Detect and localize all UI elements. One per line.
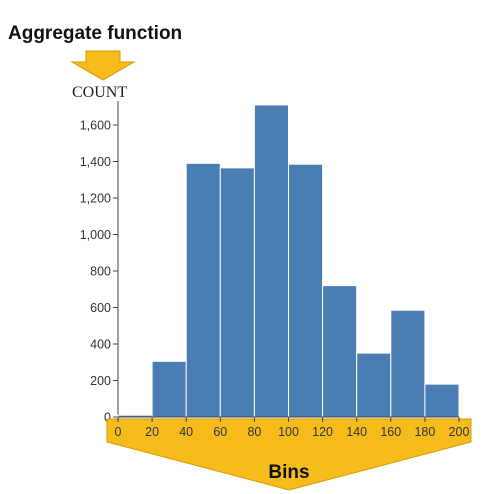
y-tick-label: 800 <box>90 265 111 279</box>
x-tick-label: 180 <box>414 425 435 439</box>
aggregate-function-title: Aggregate function <box>8 23 182 44</box>
y-axis: 0 200 400 600 800 1,000 1,200 1,400 1,600 <box>80 101 119 425</box>
x-tick-label: 20 <box>145 425 159 439</box>
y-tick-label: 1,200 <box>80 192 111 206</box>
histogram-bar <box>390 309 426 418</box>
y-tick-label: 1,000 <box>80 228 111 242</box>
x-tick-label: 120 <box>312 425 333 439</box>
x-tick-label: 80 <box>247 425 261 439</box>
down-arrow-icon <box>70 50 136 81</box>
y-tick-label: 200 <box>90 374 111 388</box>
x-tick-label: 200 <box>449 425 470 439</box>
histogram-bars <box>117 104 460 418</box>
x-tick-label: 100 <box>278 425 299 439</box>
y-tick-label: 400 <box>90 338 111 352</box>
histogram-bar <box>356 352 392 418</box>
y-tick-label: 0 <box>104 411 111 425</box>
y-tick-label: 1,600 <box>80 119 111 133</box>
x-tick-label: 160 <box>380 425 401 439</box>
histogram-bar <box>322 285 358 418</box>
x-tick-label: 0 <box>115 425 122 439</box>
histogram-bar <box>219 167 255 418</box>
histogram-bar <box>185 162 221 418</box>
y-axis-label: COUNT <box>72 84 127 101</box>
bins-label: Bins <box>268 462 309 483</box>
x-tick-label: 40 <box>179 425 193 439</box>
x-axis: 0 20 40 60 80 100 120 140 160 180 200 <box>115 416 470 439</box>
y-tick-label: 1,400 <box>80 155 111 169</box>
bins-banner-shape <box>106 418 472 491</box>
histogram-bar <box>253 104 289 418</box>
x-tick-label: 60 <box>213 425 227 439</box>
x-tick-label: 140 <box>346 425 367 439</box>
histogram-bar <box>424 383 460 418</box>
y-tick-label: 600 <box>90 301 111 315</box>
histogram-bar <box>151 360 187 418</box>
histogram-bar <box>288 163 324 418</box>
